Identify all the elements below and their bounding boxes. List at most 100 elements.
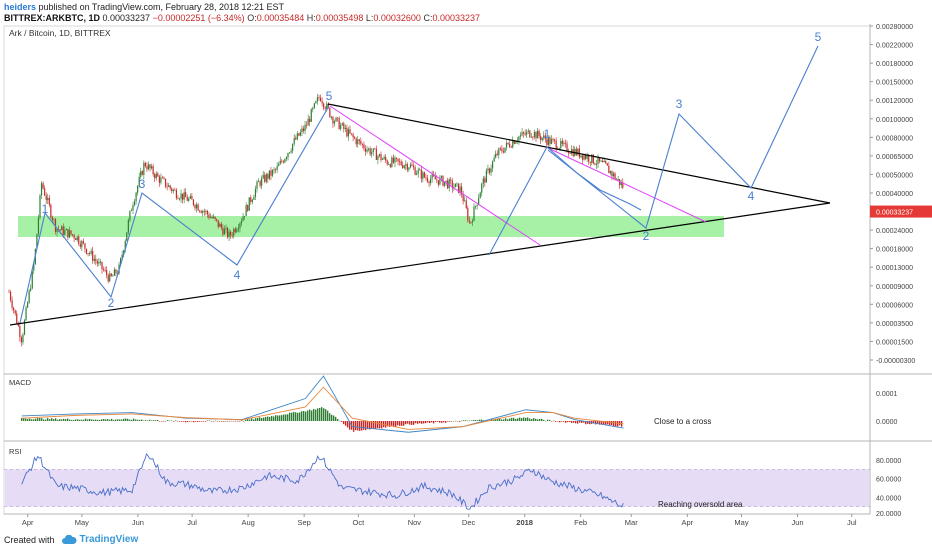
macd-bar xyxy=(412,421,415,425)
candle-body xyxy=(509,143,511,147)
low-value: 0.00032600 xyxy=(373,13,421,23)
candle-body xyxy=(36,234,38,249)
candle-body xyxy=(158,176,160,183)
candle-body xyxy=(288,152,291,154)
macd-bar xyxy=(334,416,337,421)
macd-bar xyxy=(138,419,141,421)
candle-body xyxy=(371,152,373,155)
macd-bar xyxy=(260,418,263,421)
candle-body xyxy=(577,148,579,155)
candle-body xyxy=(337,117,339,119)
chart-area[interactable]: 0.00280000 0.00220000 0.00180000 0.00150000… xyxy=(0,24,932,530)
candle-body xyxy=(423,172,425,178)
last-price: 0.00033237 xyxy=(102,13,151,23)
candle-body xyxy=(443,181,446,186)
macd-bar xyxy=(438,421,441,423)
candle-body xyxy=(436,179,438,181)
macd-bar xyxy=(36,418,39,421)
symbol-info: BITTREX:ARKBTC, 1D 0.00033237 −0.0000225… xyxy=(4,13,480,23)
candle-body xyxy=(126,232,128,241)
macd-bar xyxy=(270,416,273,421)
macd-bar xyxy=(76,419,79,421)
macd-bar xyxy=(606,421,609,425)
macd-bar xyxy=(26,419,29,421)
candle-body xyxy=(257,181,260,183)
macd-bar xyxy=(404,421,407,425)
tradingview-logo[interactable]: TradingView xyxy=(61,534,138,545)
macd-bar xyxy=(540,418,543,421)
author-name[interactable]: heiders xyxy=(4,2,37,12)
candle-body xyxy=(502,151,505,153)
candle-body xyxy=(478,198,480,205)
macd-bar xyxy=(526,417,529,421)
macd-bar xyxy=(100,419,103,421)
macd-bar xyxy=(570,421,573,423)
macd-bar xyxy=(398,421,401,426)
elliott-wave-1 xyxy=(19,105,330,324)
wave-label: 1 xyxy=(544,127,551,141)
macd-bar xyxy=(556,421,559,422)
candle-body xyxy=(42,183,44,189)
macd-bar xyxy=(118,419,121,421)
candle-body xyxy=(597,157,599,164)
candle-body xyxy=(298,133,300,136)
macd-bar xyxy=(358,421,361,431)
macd-bar xyxy=(288,412,291,421)
candle-body xyxy=(20,337,22,343)
macd-bar xyxy=(390,421,393,426)
macd-bar xyxy=(460,420,463,422)
macd-bar xyxy=(160,421,163,422)
candle-body xyxy=(40,183,43,196)
macd-bar xyxy=(480,419,483,421)
candle-body xyxy=(518,136,520,141)
candle-body xyxy=(586,155,588,159)
macd-bar xyxy=(180,421,183,422)
high-label: H: xyxy=(306,13,316,23)
candle-body xyxy=(44,188,46,196)
macd-bar xyxy=(432,421,435,424)
candle-body xyxy=(622,182,624,188)
candle-body xyxy=(540,136,542,140)
macd-bar xyxy=(616,421,619,427)
candle-body xyxy=(585,155,587,159)
candle-body xyxy=(600,160,602,162)
macd-bar xyxy=(552,420,555,422)
macd-bar xyxy=(538,418,541,421)
macd-bar xyxy=(410,421,413,425)
y-tick-label: 0.00001500 xyxy=(876,339,913,346)
candle-body xyxy=(385,157,387,161)
candle-body xyxy=(225,227,227,229)
macd-bar xyxy=(294,412,297,421)
candle-body xyxy=(541,137,543,140)
candle-body xyxy=(550,139,553,144)
candle-body xyxy=(95,258,97,262)
candle-body xyxy=(53,219,55,221)
candle-body xyxy=(62,226,64,235)
y-tick-label: 0.00040000 xyxy=(876,191,913,198)
candle-body xyxy=(127,220,129,233)
macd-bar xyxy=(542,419,545,421)
candle-body xyxy=(219,223,221,227)
candle-body xyxy=(265,174,267,182)
candle-body xyxy=(178,198,181,200)
candle-body xyxy=(321,101,323,104)
candle-body xyxy=(132,205,134,211)
candle-body xyxy=(549,137,551,144)
candle-body xyxy=(403,165,405,168)
candle-body xyxy=(487,168,489,171)
x-tick-label: Mar xyxy=(625,518,638,527)
candle-body xyxy=(372,148,374,153)
candle-body xyxy=(115,269,117,274)
candle-body xyxy=(284,159,286,163)
candle-body xyxy=(526,131,528,135)
candle-body xyxy=(121,254,123,259)
candle-body xyxy=(612,173,615,177)
macd-bar xyxy=(428,421,431,424)
macd-bar xyxy=(612,421,615,427)
rsi-y-tick: 20.0000 xyxy=(876,511,901,518)
macd-bar xyxy=(176,421,179,422)
candle-body xyxy=(98,261,100,264)
candle-body xyxy=(211,216,213,219)
macd-bar xyxy=(186,421,189,423)
macd-bar xyxy=(456,421,459,422)
